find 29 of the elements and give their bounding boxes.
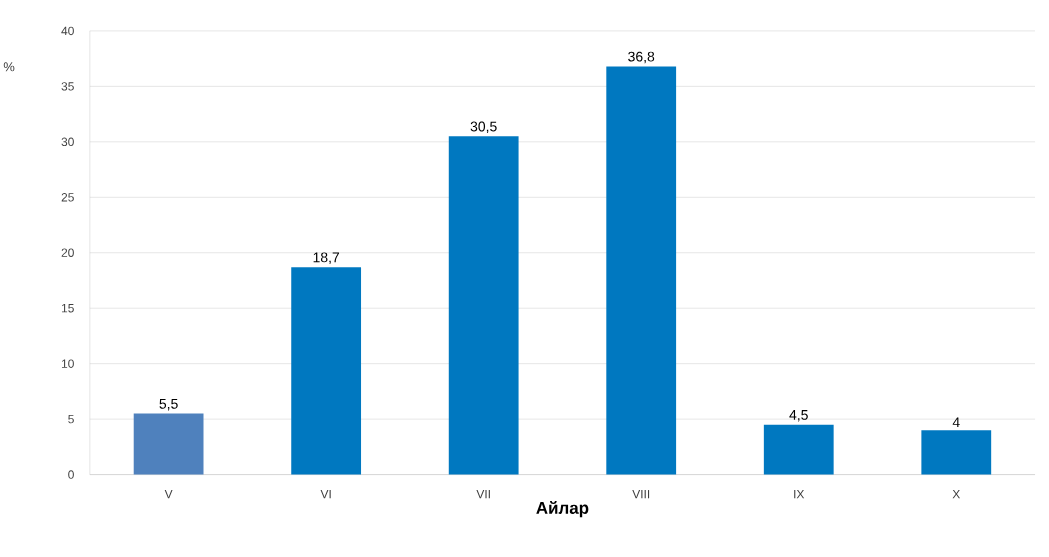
y-tick-label: 40 [61, 26, 74, 35]
y-tick-label: 35 [61, 81, 74, 91]
y-axis-title: % [3, 62, 15, 72]
y-tick-label: 10 [61, 359, 74, 368]
x-tick-label: VII [476, 489, 490, 499]
x-tick-label: IX [794, 489, 805, 499]
bar [291, 267, 362, 475]
data-label: 4 [952, 417, 960, 427]
bar [606, 66, 677, 475]
bar [133, 413, 204, 475]
x-tick-label: V [164, 489, 173, 499]
data-label: 18,7 [313, 252, 340, 264]
x-tick-label: X [952, 489, 961, 499]
data-label: 36,8 [628, 51, 655, 64]
data-label: 5,5 [159, 398, 178, 411]
x-tick-label: VIII [632, 489, 650, 499]
data-label: 30,5 [470, 121, 497, 133]
bar [921, 430, 992, 475]
y-tick-label: 30 [61, 137, 74, 146]
data-label: 4,5 [789, 409, 808, 422]
bar [448, 136, 519, 475]
y-tick-label: 20 [61, 248, 74, 257]
bar [763, 424, 834, 475]
y-tick-label: 0 [68, 470, 74, 479]
x-axis-title: Айлар [536, 500, 589, 518]
x-tick-label: VI [320, 489, 331, 499]
y-tick-label: 5 [68, 414, 74, 424]
y-tick-label: 15 [61, 303, 74, 313]
y-tick-label: 25 [61, 192, 74, 202]
